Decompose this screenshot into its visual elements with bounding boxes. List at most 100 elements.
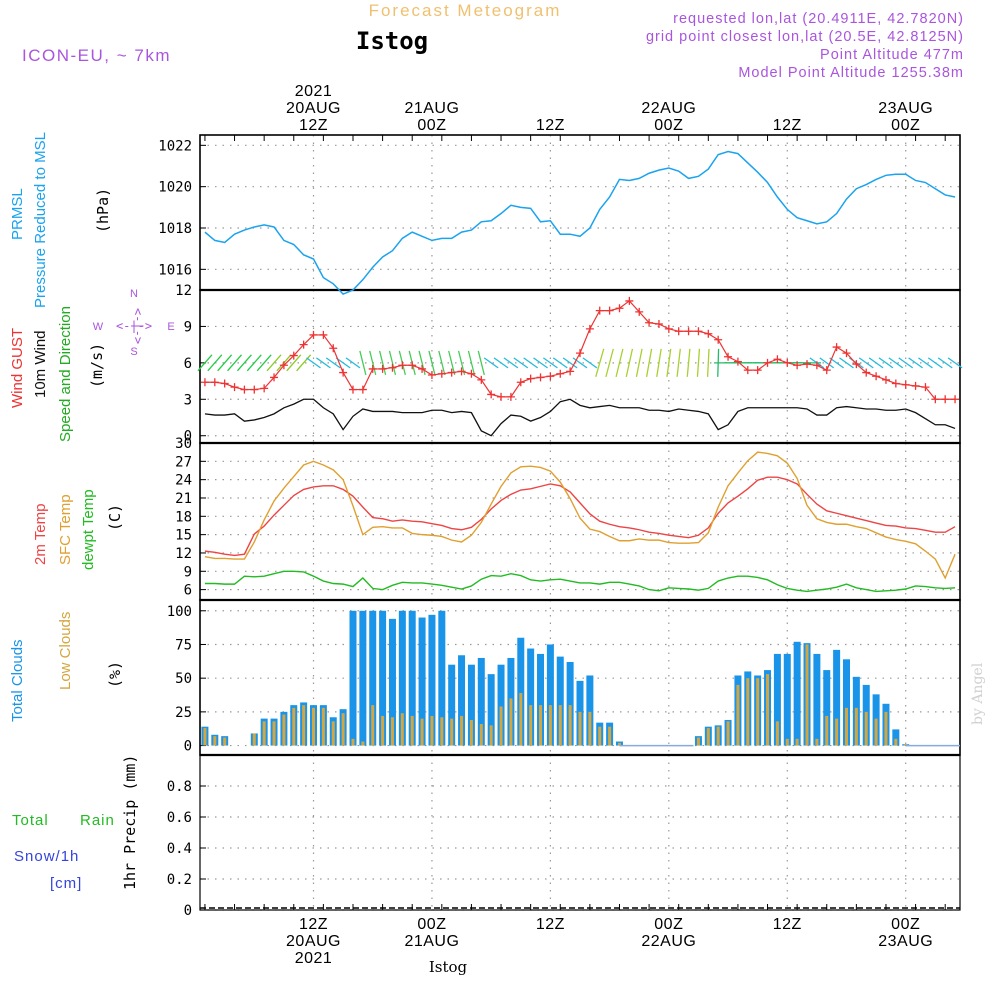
total-cloud-bar bbox=[497, 664, 505, 746]
compass-e: E bbox=[167, 321, 174, 333]
wind-direction-arrow bbox=[552, 357, 568, 369]
grid-info-line: grid point closest lon,lat (20.5E, 42.81… bbox=[646, 29, 964, 45]
pressure-ytick-label: 1020 bbox=[158, 180, 192, 196]
footer-station: Istog bbox=[429, 958, 468, 976]
wind-direction-arrow bbox=[676, 348, 681, 377]
low-cloud-bar bbox=[825, 715, 829, 746]
x-axis-top-label: 12Z bbox=[299, 117, 328, 134]
total-cloud-bar bbox=[388, 618, 396, 746]
total-cloud-bar bbox=[527, 648, 535, 746]
wind-direction-arrow bbox=[829, 357, 845, 369]
wind-direction-arrow bbox=[868, 357, 884, 369]
total-cloud-bar bbox=[349, 610, 357, 746]
low-cloud-bar bbox=[321, 707, 325, 746]
wind-ytick-label: 6 bbox=[184, 356, 192, 372]
grid-info-line: Point Altitude 477m bbox=[820, 47, 964, 63]
clouds-ytick-label: 50 bbox=[175, 671, 192, 687]
wind-gust-marker bbox=[378, 364, 387, 373]
low-cloud-bar bbox=[262, 721, 266, 746]
wind-direction-arrow bbox=[686, 348, 691, 377]
low-cloud-bar bbox=[706, 728, 710, 746]
x-axis-bottom-label: 12Z bbox=[536, 916, 565, 933]
total-cloud-bar bbox=[398, 610, 406, 746]
wind-gust-marker bbox=[773, 355, 782, 364]
precip-unit-label: 1hr Precip (mm) bbox=[121, 755, 139, 890]
wind-gust-marker bbox=[694, 327, 703, 336]
x-axis-bottom-label: 2021 bbox=[295, 950, 333, 967]
x-axis-top-label: 00Z bbox=[417, 117, 446, 134]
wind-gust-marker bbox=[625, 296, 634, 305]
wind-direction-arrow bbox=[523, 357, 539, 369]
low-cloud-bar bbox=[312, 707, 316, 746]
low-cloud-bar bbox=[874, 718, 878, 746]
low-cloud-bar bbox=[469, 719, 473, 746]
wind-gust-marker bbox=[497, 392, 506, 401]
wind-gust-marker bbox=[230, 383, 239, 392]
low-cloud-bar bbox=[361, 741, 365, 746]
wind-gust-marker bbox=[289, 351, 298, 360]
clouds-ytick-label: 25 bbox=[175, 705, 192, 721]
low-cloud-bar bbox=[864, 711, 868, 746]
low-cloud-bar bbox=[519, 693, 523, 746]
temp-unit: (C) bbox=[106, 504, 124, 531]
super-title: Forecast Meteogram bbox=[369, 1, 562, 20]
wind-gust-marker bbox=[763, 358, 772, 367]
pressure-line bbox=[204, 150, 956, 296]
temp-dewpt-line bbox=[204, 570, 956, 593]
low-cloud-bar bbox=[509, 698, 513, 746]
wind-direction-arrow bbox=[908, 357, 923, 369]
low-cloud-bar bbox=[785, 738, 789, 746]
wind-gust-marker bbox=[457, 367, 466, 376]
wind-direction-arrow bbox=[388, 350, 397, 376]
wind-speed-line bbox=[204, 398, 956, 437]
low-cloud-bar bbox=[835, 718, 839, 746]
wind-direction-arrow bbox=[296, 354, 312, 372]
x-axis-bottom-label: 12Z bbox=[299, 916, 328, 933]
clouds-low-label: Low Clouds bbox=[57, 612, 74, 690]
clouds-ytick-label: 75 bbox=[175, 637, 192, 653]
wind-direction-arrow bbox=[927, 357, 943, 369]
wind-direction-arrow bbox=[937, 357, 953, 369]
grid-info-line: requested lon,lat (20.4911E, 42.7820N) bbox=[673, 11, 964, 27]
wind-unit: (m/s) bbox=[88, 343, 106, 388]
wind-direction-arrow bbox=[207, 354, 223, 372]
wind-gust-marker bbox=[714, 335, 723, 344]
total-cloud-bar bbox=[517, 637, 525, 746]
total-cloud-bar bbox=[487, 674, 495, 746]
precip-total-label: Total bbox=[12, 812, 49, 829]
x-axis-bottom-label: 00Z bbox=[891, 916, 920, 933]
wind-gust-marker bbox=[200, 378, 209, 387]
wind-direction-arrow bbox=[246, 354, 262, 372]
low-cloud-bar bbox=[598, 726, 602, 746]
wind-direction-arrow bbox=[543, 357, 558, 369]
low-cloud-bar bbox=[351, 738, 355, 746]
wind-gust-marker bbox=[516, 378, 525, 387]
wind-gust-marker bbox=[299, 340, 308, 349]
low-cloud-bar bbox=[489, 725, 493, 746]
precip-cm-label: [cm] bbox=[50, 875, 82, 892]
low-cloud-bar bbox=[568, 705, 572, 746]
total-cloud-bar bbox=[813, 653, 821, 746]
low-cloud-bar bbox=[548, 705, 552, 746]
station-title: Istog bbox=[356, 27, 428, 55]
precip-ytick-label: 0.2 bbox=[167, 872, 192, 888]
wind-gust-marker bbox=[487, 390, 496, 399]
total-cloud-bar bbox=[793, 641, 801, 746]
wind-ytick-label: 12 bbox=[175, 283, 192, 299]
wind-gust-marker bbox=[536, 373, 545, 382]
wind-direction-label: Speed and Direction bbox=[57, 306, 74, 442]
low-cloud-bar bbox=[440, 717, 444, 746]
total-cloud-bar bbox=[586, 675, 594, 746]
clouds-total-label: Total Clouds bbox=[9, 639, 26, 722]
x-axis-bottom-label: 12Z bbox=[773, 916, 802, 933]
low-cloud-bar bbox=[371, 705, 375, 746]
temp-ytick-label: 12 bbox=[175, 546, 192, 562]
total-cloud-bar bbox=[448, 664, 456, 746]
total-cloud-bar bbox=[833, 649, 841, 746]
low-cloud-bar bbox=[203, 728, 207, 746]
wind-gust-marker bbox=[743, 366, 752, 375]
wind-gust-marker bbox=[398, 361, 407, 370]
wind-direction-arrow bbox=[315, 357, 331, 369]
wind-direction-arrow bbox=[656, 348, 662, 377]
wind-gust-marker bbox=[605, 306, 614, 315]
